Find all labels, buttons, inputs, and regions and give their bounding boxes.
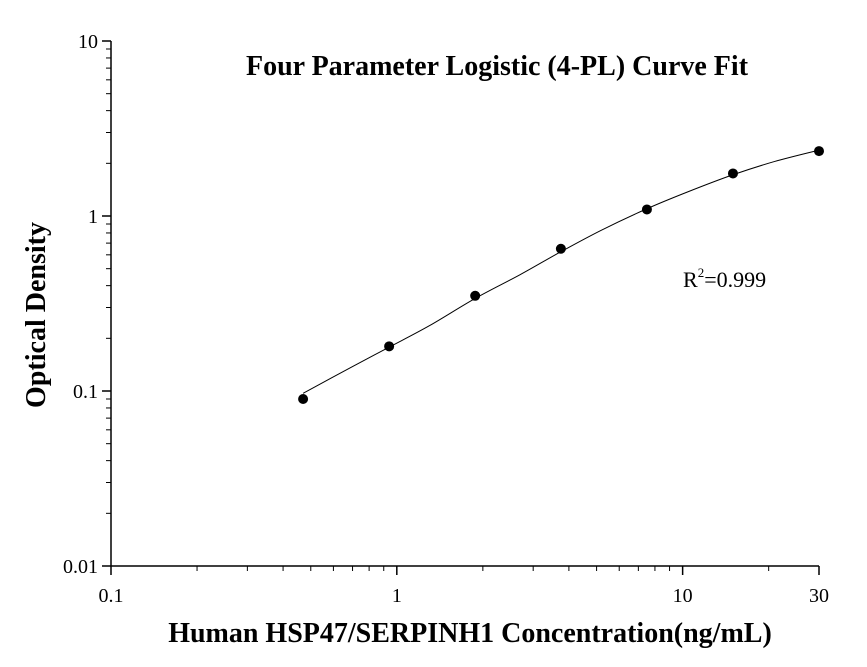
x-axis-label: Human HSP47/SERPINH1 Concentration(ng/mL…	[168, 618, 772, 649]
x-tick-label: 0.1	[99, 585, 124, 607]
data-point	[298, 394, 309, 405]
r-squared-value: =0.999	[704, 267, 766, 292]
y-axis: 0.01 0.1 1 10	[63, 31, 112, 578]
data-points	[298, 146, 824, 405]
data-point	[555, 243, 566, 254]
data-point	[384, 341, 395, 352]
data-point	[470, 290, 481, 301]
y-axis-label: Optical Density	[21, 222, 52, 408]
y-tick-label: 0.1	[73, 381, 98, 403]
y-tick-label: 10	[78, 31, 98, 53]
r-squared-annotation: R2=0.999	[683, 265, 766, 292]
data-point	[814, 146, 824, 157]
r-squared-superscript: 2	[698, 265, 705, 280]
y-tick-label: 0.01	[63, 556, 98, 578]
x-tick-label: 10	[673, 585, 693, 607]
x-tick-label: 1	[392, 585, 402, 607]
data-point	[641, 204, 652, 215]
x-tick-label: 30	[809, 585, 829, 607]
r-squared-base: R	[683, 267, 698, 292]
chart-title: Four Parameter Logistic (4-PL) Curve Fit	[246, 51, 749, 82]
data-point	[727, 168, 738, 179]
x-axis: 0.1 1 10 30	[99, 565, 829, 607]
y-tick-label: 1	[88, 206, 98, 228]
